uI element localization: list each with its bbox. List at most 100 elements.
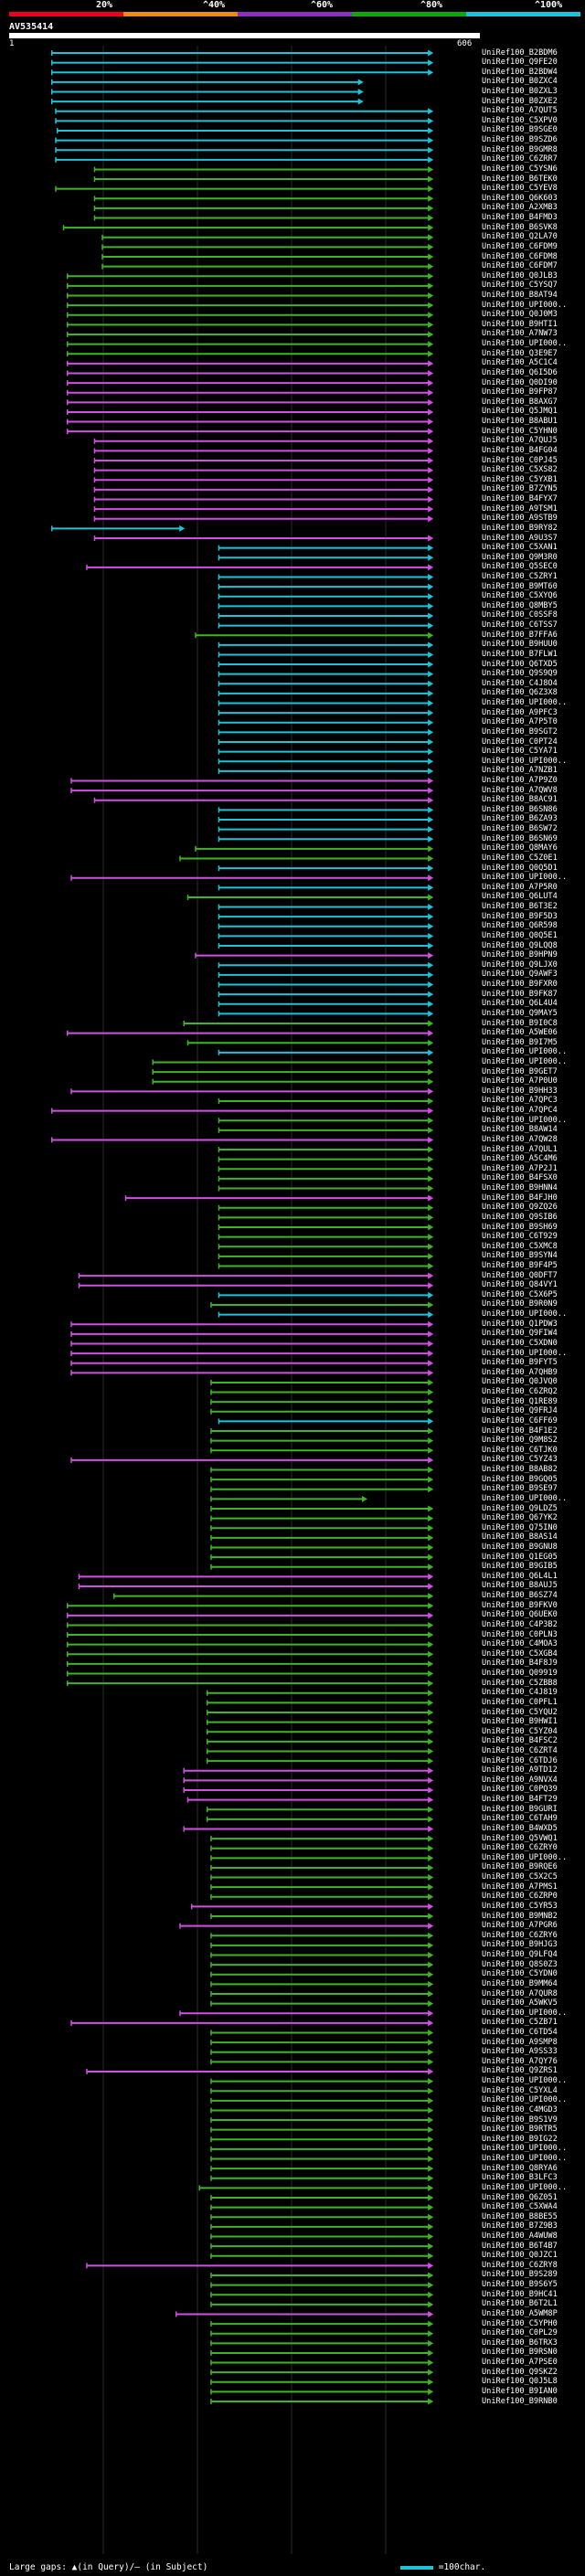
hit-label[interactable]: UniRef100_Q8RYA6 xyxy=(482,2163,558,2173)
hit-row[interactable] xyxy=(210,2087,434,2094)
hit-row[interactable] xyxy=(218,1263,434,1269)
hit-row[interactable] xyxy=(50,69,434,76)
hit-row[interactable] xyxy=(66,321,434,328)
hit-row[interactable] xyxy=(101,263,434,270)
hit-row[interactable] xyxy=(210,2369,434,2376)
hit-label[interactable]: UniRef100_C5ZBB8 xyxy=(482,1678,558,1688)
hit-row[interactable] xyxy=(66,360,434,367)
hit-label[interactable]: UniRef100_C5XS82 xyxy=(482,465,558,475)
hit-row[interactable] xyxy=(210,2301,434,2308)
hit-label[interactable]: UniRef100_Q6TXD5 xyxy=(482,659,558,669)
hit-label[interactable]: UniRef100_B4FYX7 xyxy=(482,494,558,504)
hit-row[interactable] xyxy=(218,573,434,580)
hit-row[interactable] xyxy=(198,2184,434,2191)
hit-label[interactable]: UniRef100_UPI000.. xyxy=(482,2008,568,2018)
hit-label[interactable]: UniRef100_Q1EG05 xyxy=(482,1552,558,1562)
hit-row[interactable] xyxy=(218,1010,434,1017)
hit-row[interactable] xyxy=(218,1156,434,1163)
hit-label[interactable]: UniRef100_C5YXB1 xyxy=(482,474,558,484)
hit-row[interactable] xyxy=(218,1165,434,1172)
hit-label[interactable]: UniRef100_A7P2J1 xyxy=(482,1163,558,1173)
hit-row[interactable] xyxy=(210,2126,434,2134)
hit-row[interactable] xyxy=(210,1486,434,1493)
hit-row[interactable] xyxy=(66,1670,434,1678)
hit-row[interactable] xyxy=(218,1234,434,1241)
hit-row[interactable] xyxy=(218,1417,434,1425)
hit-row[interactable] xyxy=(195,631,434,639)
hit-row[interactable] xyxy=(93,486,434,493)
hit-label[interactable]: UniRef100_Q9ZQ26 xyxy=(482,1203,558,1213)
hit-label[interactable]: UniRef100_C5ZRY1 xyxy=(482,571,558,581)
hit-row[interactable] xyxy=(218,661,434,668)
hit-label[interactable]: UniRef100_UPI000.. xyxy=(482,756,568,766)
hit-label[interactable]: UniRef100_B9SH69 xyxy=(482,1222,558,1232)
hit-row[interactable] xyxy=(66,419,434,426)
hit-row[interactable] xyxy=(62,224,434,231)
hit-label[interactable]: UniRef100_B9IAN0 xyxy=(482,2386,558,2396)
hit-row[interactable] xyxy=(218,913,434,920)
hit-row[interactable] xyxy=(218,904,434,911)
hit-row[interactable] xyxy=(210,2320,434,2327)
hit-label[interactable]: UniRef100_Q6Z3X8 xyxy=(482,688,558,698)
hit-row[interactable] xyxy=(206,1816,434,1823)
hit-row[interactable] xyxy=(218,671,434,678)
hit-row[interactable] xyxy=(183,1020,434,1027)
hit-label[interactable]: UniRef100_C5X6P5 xyxy=(482,1289,558,1299)
hit-row[interactable] xyxy=(218,932,434,939)
hit-row[interactable] xyxy=(210,2000,434,2008)
hit-row[interactable] xyxy=(66,369,434,376)
hit-label[interactable]: UniRef100_B6T4B7 xyxy=(482,2241,558,2251)
hit-label[interactable]: UniRef100_B7FFA6 xyxy=(482,630,558,640)
hit-label[interactable]: UniRef100_Q6L4L1 xyxy=(482,1571,558,1581)
hit-row[interactable] xyxy=(218,612,434,620)
hit-label[interactable]: UniRef100_A9TSM1 xyxy=(482,504,558,514)
hit-label[interactable]: UniRef100_B4F1E2 xyxy=(482,1426,558,1436)
hit-label[interactable]: UniRef100_Q67YK2 xyxy=(482,1513,558,1523)
hit-row[interactable] xyxy=(218,1185,434,1193)
hit-label[interactable]: UniRef100_C5YR53 xyxy=(482,1901,558,1911)
hit-label[interactable]: UniRef100_B6TRX3 xyxy=(482,2337,558,2348)
hit-label[interactable]: UniRef100_B6SN86 xyxy=(482,804,558,814)
hit-row[interactable] xyxy=(218,1049,434,1056)
hit-row[interactable] xyxy=(218,622,434,630)
hit-row[interactable] xyxy=(218,1311,434,1319)
hit-row[interactable] xyxy=(66,1030,434,1037)
hit-label[interactable]: UniRef100_UPI000.. xyxy=(482,2182,568,2192)
hit-label[interactable]: UniRef100_Q6UEK0 xyxy=(482,1610,558,1620)
hit-label[interactable]: UniRef100_Q9ZRS1 xyxy=(482,2066,558,2076)
hit-label[interactable]: UniRef100_Q0JLB3 xyxy=(482,270,558,281)
hit-row[interactable] xyxy=(70,1330,434,1338)
hit-row[interactable] xyxy=(218,1204,434,1212)
hit-row[interactable] xyxy=(183,1825,434,1832)
hit-label[interactable]: UniRef100_B9HJG3 xyxy=(482,1940,558,1950)
hit-row[interactable] xyxy=(55,117,434,124)
hit-label[interactable]: UniRef100_B9HWI1 xyxy=(482,1717,558,1727)
hit-row[interactable] xyxy=(210,1495,367,1502)
hit-row[interactable] xyxy=(210,1505,434,1512)
hit-label[interactable]: UniRef100_B9GET7 xyxy=(482,1066,558,1076)
hit-row[interactable] xyxy=(218,884,434,891)
hit-row[interactable] xyxy=(206,1728,434,1735)
hit-row[interactable] xyxy=(50,1136,434,1143)
hit-label[interactable]: UniRef100_A9SMP8 xyxy=(482,2037,558,2047)
hit-label[interactable]: UniRef100_B8ABU1 xyxy=(482,417,558,427)
hit-row[interactable] xyxy=(50,98,364,105)
hit-label[interactable]: UniRef100_B6SVK8 xyxy=(482,222,558,232)
hit-row[interactable] xyxy=(210,1301,434,1309)
hit-row[interactable] xyxy=(86,564,434,571)
hit-label[interactable]: UniRef100_UPI000.. xyxy=(482,1348,568,1358)
hit-label[interactable]: UniRef100_C6ZRT4 xyxy=(482,1746,558,1755)
hit-row[interactable] xyxy=(218,961,434,969)
hit-label[interactable]: UniRef100_Q9LFQ4 xyxy=(482,1950,558,1960)
hit-row[interactable] xyxy=(183,1776,434,1784)
hit-label[interactable]: UniRef100_B9I7M5 xyxy=(482,1037,558,1047)
hit-row[interactable] xyxy=(206,1757,434,1765)
hit-row[interactable] xyxy=(66,1631,434,1638)
hit-label[interactable]: UniRef100_C4MGD3 xyxy=(482,2104,558,2115)
hit-label[interactable]: UniRef100_A7P0U0 xyxy=(482,1076,558,1087)
hit-label[interactable]: UniRef100_UPI000.. xyxy=(482,339,568,349)
hit-label[interactable]: UniRef100_A7QY76 xyxy=(482,2056,558,2066)
hit-label[interactable]: UniRef100_B9GMR8 xyxy=(482,144,558,154)
hit-label[interactable]: UniRef100_B9MT60 xyxy=(482,581,558,591)
hit-label[interactable]: UniRef100_UPI000.. xyxy=(482,2076,568,2086)
